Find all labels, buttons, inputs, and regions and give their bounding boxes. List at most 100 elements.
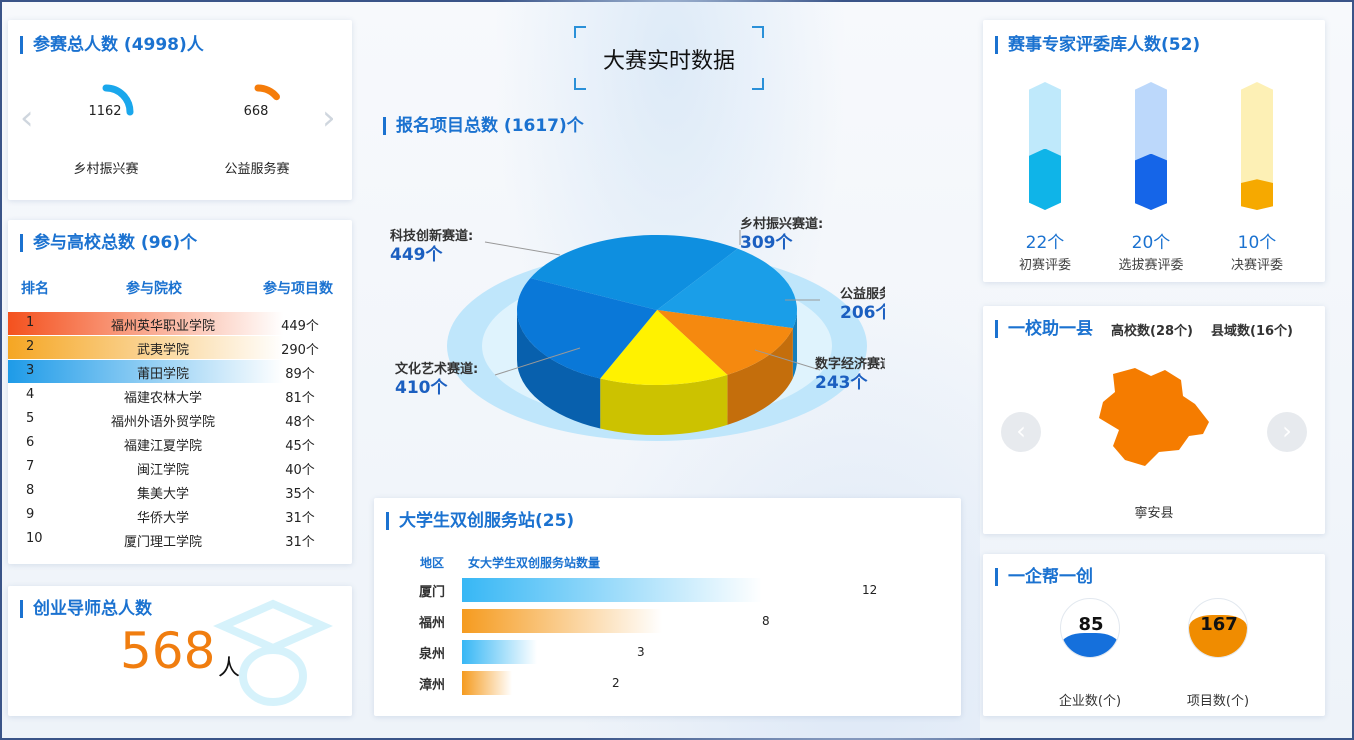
station-count-column-header: 女大学生双创服务站数量 <box>468 556 601 570</box>
enterprise-title: 一企帮一创 <box>995 568 1093 586</box>
table-row[interactable]: 1 福州英华职业学院 449个 <box>8 312 352 335</box>
pie-slice[interactable] <box>657 310 793 375</box>
rank-number: 4 <box>26 387 35 402</box>
county-name: 寧安县 <box>1134 506 1174 521</box>
bubble-fill <box>1061 632 1119 657</box>
chevron-left-icon[interactable]: ‹ <box>20 98 34 138</box>
pie-slice-side <box>727 328 793 425</box>
rural-label: 乡村振兴赛 <box>73 162 139 177</box>
expert-label: 决赛评委 <box>1230 258 1283 273</box>
table-row[interactable]: 10 厦门理工学院 31个 <box>8 528 352 551</box>
college-name: 集美大学 <box>136 487 189 502</box>
pie-slice-value: 449个 <box>390 244 443 265</box>
bar[interactable] <box>462 640 537 664</box>
stations-title: 大学生双创服务站(25) <box>386 512 574 530</box>
enterprise-count-value: 85 <box>1078 614 1104 635</box>
chevron-right-icon[interactable]: › <box>322 98 336 138</box>
table-row[interactable]: 2 武夷学院 290个 <box>8 336 352 359</box>
colleges-title: 参与高校总数 (96)个 <box>20 234 197 252</box>
pillar-fill[interactable] <box>1241 179 1273 210</box>
pie-slice-side <box>517 310 601 429</box>
project-count: 81个 <box>285 391 315 406</box>
public-service-gauge <box>254 84 280 101</box>
rank-number: 2 <box>26 339 35 354</box>
bar[interactable] <box>462 578 762 602</box>
rank-number: 6 <box>26 435 35 450</box>
page-title-box: 大赛实时数据 <box>574 26 764 90</box>
mentors-title: 创业导师总人数 <box>20 600 152 618</box>
experts-card: 赛事专家评委库人数(52) 22个 初赛评委 20个 选拔赛评委 10个 决赛评委 <box>983 20 1325 282</box>
rank-number: 8 <box>26 483 35 498</box>
table-row[interactable]: 5 福州外语外贸学院 48个 <box>8 408 352 431</box>
bar-value-label: 8 <box>762 614 770 628</box>
pie-slice[interactable] <box>517 278 657 379</box>
participants-card: 参赛总人数 (4998)人 ‹ › 1162 乡村振兴赛 668 公益服务赛 <box>8 20 352 200</box>
pie-slice-value: 410个 <box>395 377 448 398</box>
projects-title: 报名项目总数 (1617)个 <box>383 117 584 135</box>
tab-schools[interactable]: 高校数(28个) <box>1111 324 1193 339</box>
gauge-arc <box>254 84 280 101</box>
enterprise-count-label: 企业数(个) <box>1058 694 1122 709</box>
rank-number: 7 <box>26 459 35 474</box>
rank-header: 排名 <box>21 281 49 297</box>
project-count: 35个 <box>285 487 315 502</box>
public-service-value: 668 <box>243 104 269 119</box>
pillar-fill[interactable] <box>1135 153 1167 210</box>
table-row[interactable]: 6 福建江夏学院 45个 <box>8 432 352 455</box>
college-name: 华侨大学 <box>136 511 189 526</box>
college-name: 福建农林大学 <box>123 391 202 406</box>
pie-slice-label: 数字经济赛道: <box>815 356 885 372</box>
public-service-label: 公益服务赛 <box>224 162 290 177</box>
title-frame-corners <box>574 26 764 90</box>
college-name: 福州英华职业学院 <box>110 319 215 334</box>
bubble-fill <box>1189 615 1247 657</box>
chevron-left-icon[interactable]: ‹ <box>1001 412 1041 452</box>
colleges-card: 参与高校总数 (96)个 排名 参与院校 参与项目数 1 福州英华职业学院 449个… <box>8 220 352 564</box>
pie-slice-side <box>792 310 797 379</box>
expert-label: 初赛评委 <box>1018 258 1071 273</box>
pie-slice[interactable] <box>657 248 797 329</box>
gauge-arc <box>102 84 134 116</box>
pie-slice[interactable] <box>600 310 728 385</box>
expert-count: 10个 <box>1237 233 1277 253</box>
project-count-header: 参与项目数 <box>263 281 333 297</box>
pillar-fill[interactable] <box>1029 148 1061 210</box>
project-count-bubble: 167 <box>1188 598 1248 658</box>
project-count: 31个 <box>285 535 315 550</box>
rural-gauge <box>102 84 134 116</box>
pie-leader-line <box>484 241 561 256</box>
project-count: 290个 <box>281 343 319 358</box>
table-row[interactable]: 7 闽江学院 40个 <box>8 456 352 479</box>
pie-slice-value: 243个 <box>815 372 868 393</box>
table-row[interactable]: 4 福建农林大学 81个 <box>8 384 352 407</box>
table-row[interactable]: 3 莆田学院 89个 <box>8 360 352 383</box>
pie-slice[interactable] <box>530 235 738 310</box>
bar[interactable] <box>462 671 512 695</box>
expert-count: 22个 <box>1025 233 1065 253</box>
rank-number: 10 <box>26 531 43 546</box>
tab-counties[interactable]: 县域数(16个) <box>1211 324 1293 339</box>
chevron-right-icon[interactable]: › <box>1267 412 1307 452</box>
rural-value: 1162 <box>88 104 122 119</box>
rank-number: 5 <box>26 411 35 426</box>
rank-number: 1 <box>26 315 35 330</box>
pie-slice-label: 公益服务赛道: <box>840 286 885 302</box>
bar-region-label: 泉州 <box>419 647 446 662</box>
college-name: 武夷学院 <box>136 343 189 358</box>
table-row[interactable]: 9 华侨大学 31个 <box>8 504 352 527</box>
pie-slice-value: 309个 <box>740 232 793 253</box>
enterprise-card: 一企帮一创 85 企业数(个) 167 项目数(个) <box>983 554 1325 716</box>
pie-slice-label: 文化艺术赛道: <box>395 361 478 377</box>
county-map-shape <box>1099 368 1209 466</box>
bar-region-label: 福州 <box>419 616 446 631</box>
project-count-label: 项目数(个) <box>1186 694 1250 709</box>
college-name: 莆田学院 <box>136 367 189 382</box>
table-row[interactable]: 8 集美大学 35个 <box>8 480 352 503</box>
pie-slice-value: 206个 <box>840 302 885 323</box>
bar-value-label: 12 <box>862 583 878 597</box>
bar[interactable] <box>462 609 662 633</box>
project-count: 48个 <box>285 415 315 430</box>
college-name: 厦门理工学院 <box>123 535 202 550</box>
rank-number: 9 <box>26 507 35 522</box>
project-count-value: 167 <box>1200 614 1238 635</box>
